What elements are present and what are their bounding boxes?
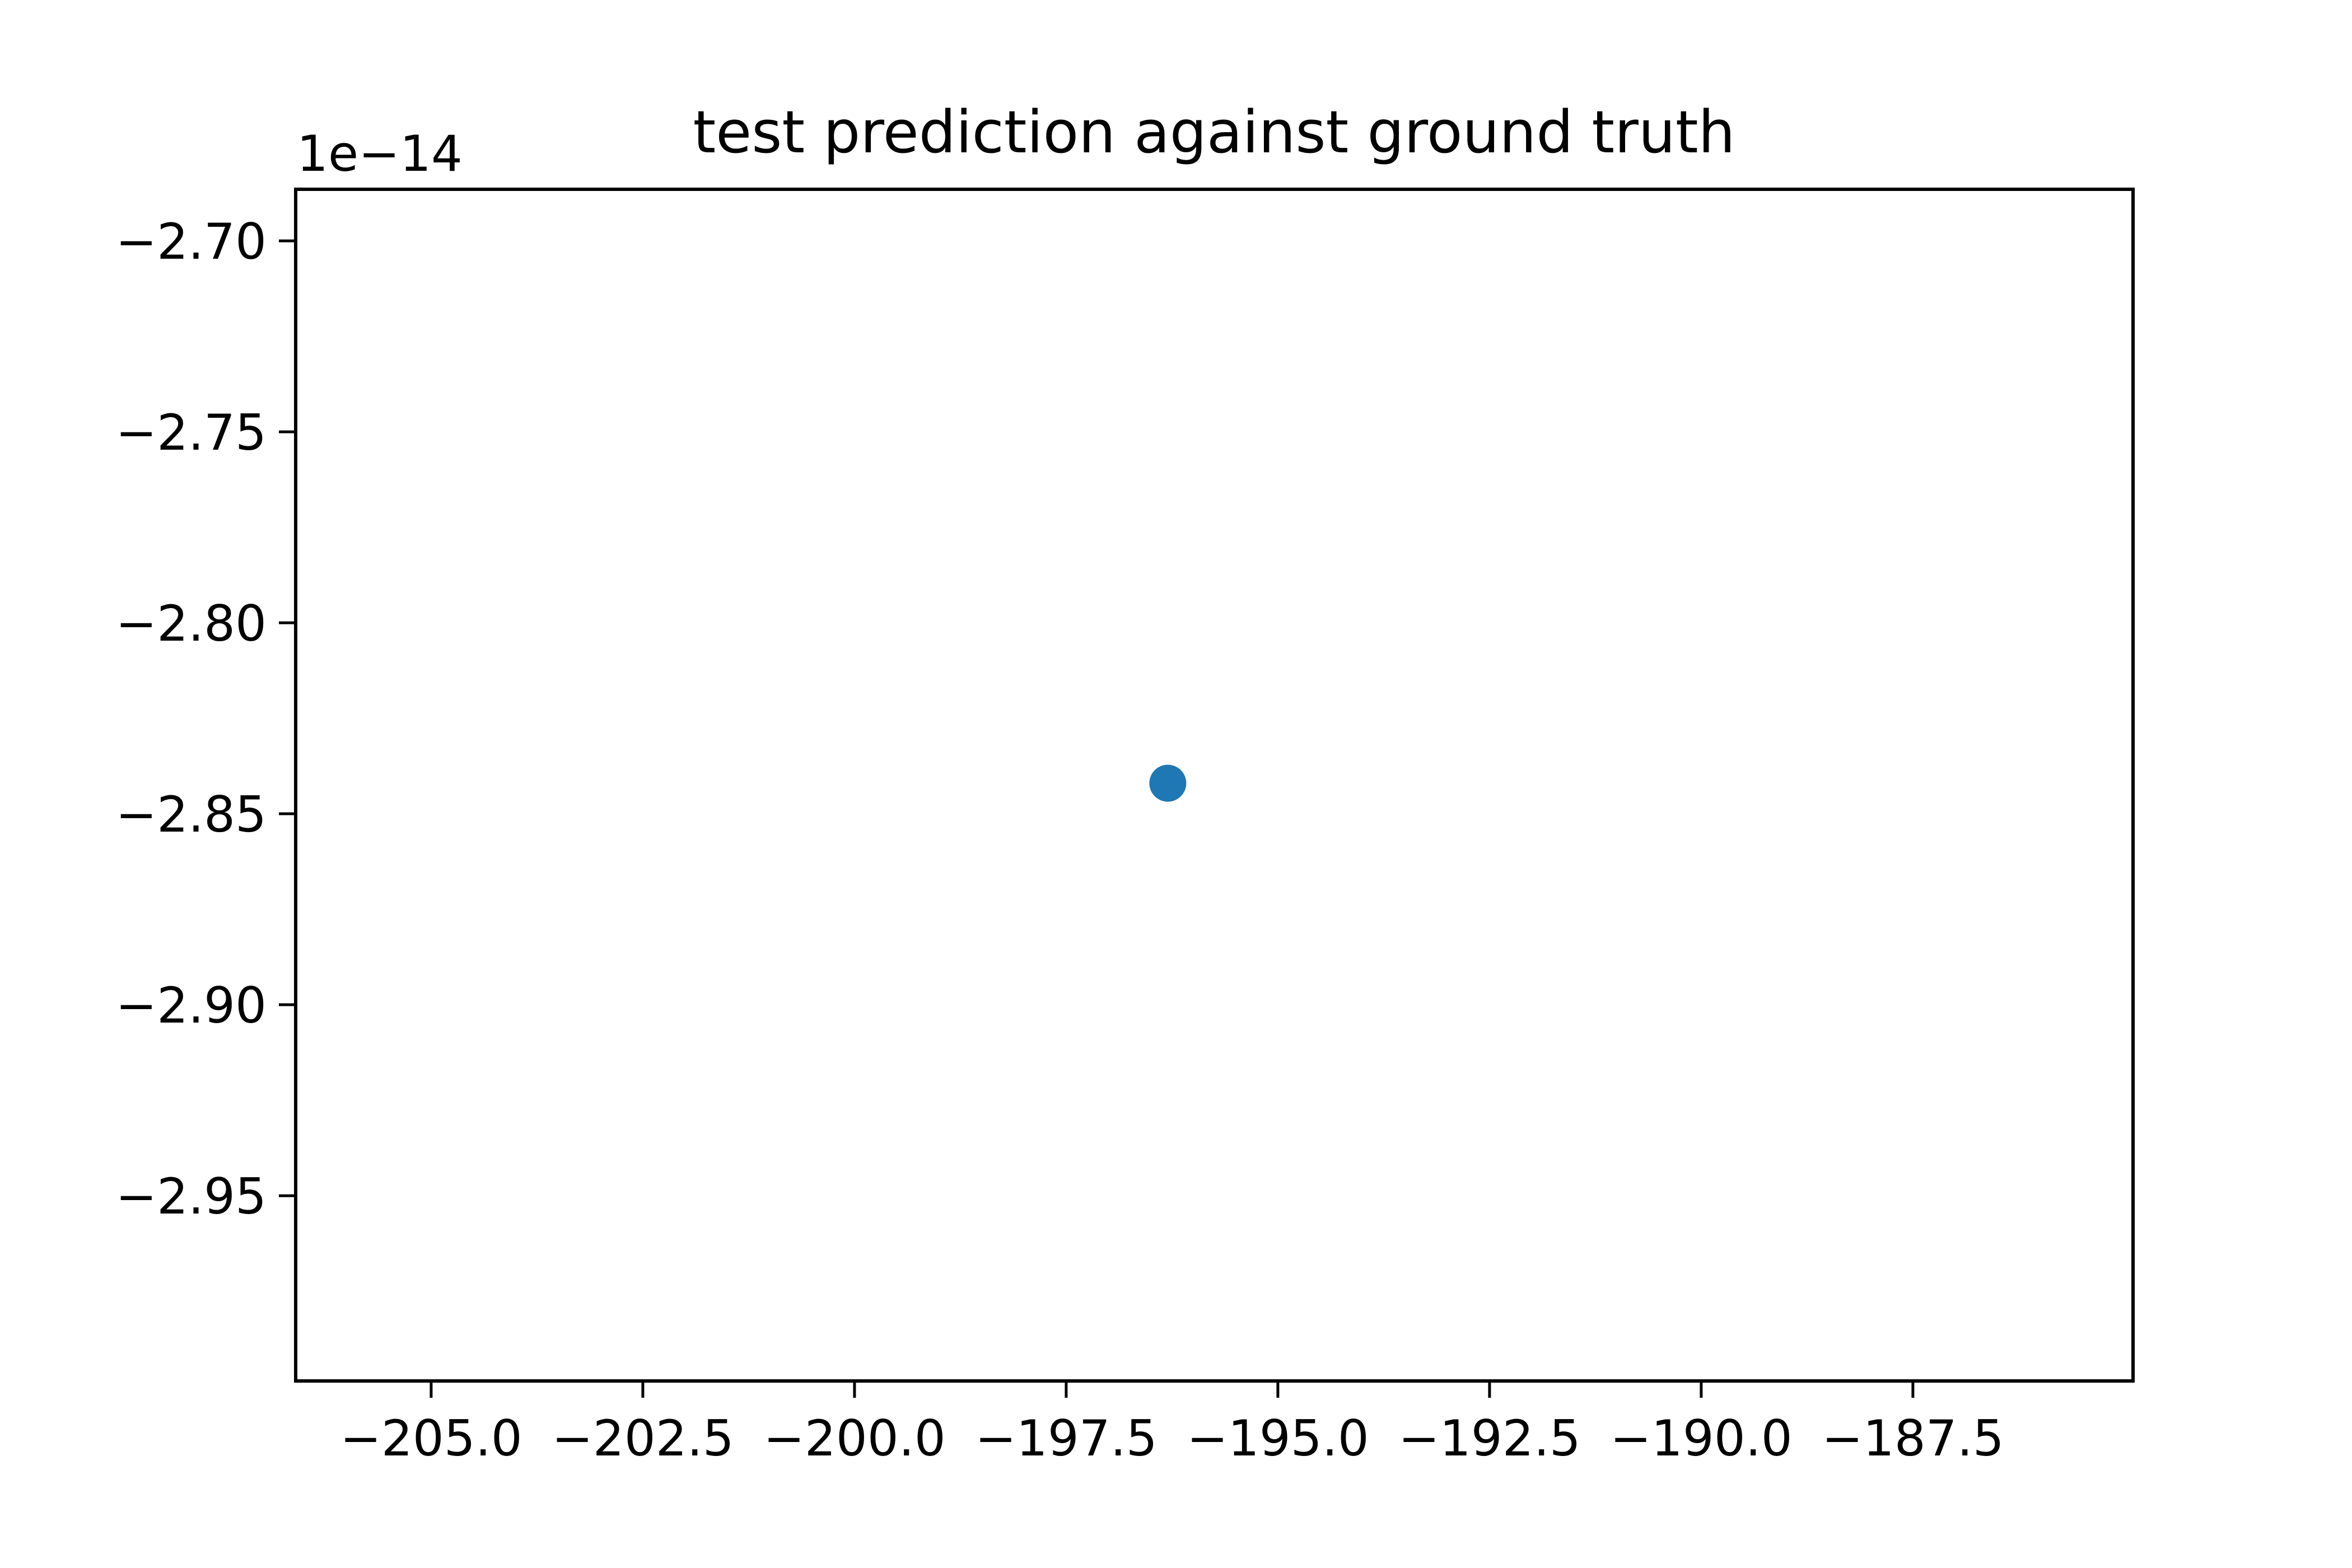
x-axis: −205.0 −202.5 −200.0 −197.5 −195.0 −192.5 −190…	[340, 1381, 2004, 1467]
y-axis: −2.70 −2.75 −2.80 −2.85 −2.90 −2.95	[115, 213, 296, 1225]
y-tick-label: −2.85	[115, 786, 267, 843]
y-tick-label: −2.80	[115, 595, 267, 652]
plot-frame	[294, 188, 2135, 1383]
x-tick-label: −197.5	[975, 1410, 1158, 1467]
x-tick-label: −205.0	[340, 1410, 522, 1467]
x-tick-label: −200.0	[763, 1410, 946, 1467]
y-tick-label: −2.95	[115, 1168, 267, 1225]
x-tick-label: −202.5	[552, 1410, 734, 1467]
chart-title: test prediction against ground truth	[693, 98, 1735, 166]
y-tick-label: −2.70	[115, 213, 267, 270]
data-point	[1149, 764, 1187, 802]
y-axis-offset-label: 1e−14	[297, 125, 463, 183]
x-tick-label: −187.5	[1822, 1410, 2004, 1467]
x-tick-label: −195.0	[1187, 1410, 1369, 1467]
data-points	[1149, 764, 1187, 802]
y-tick-label: −2.75	[115, 404, 267, 461]
x-tick-label: −192.5	[1398, 1410, 1581, 1467]
x-tick-label: −190.0	[1610, 1410, 1793, 1467]
y-tick-label: −2.90	[115, 977, 267, 1034]
